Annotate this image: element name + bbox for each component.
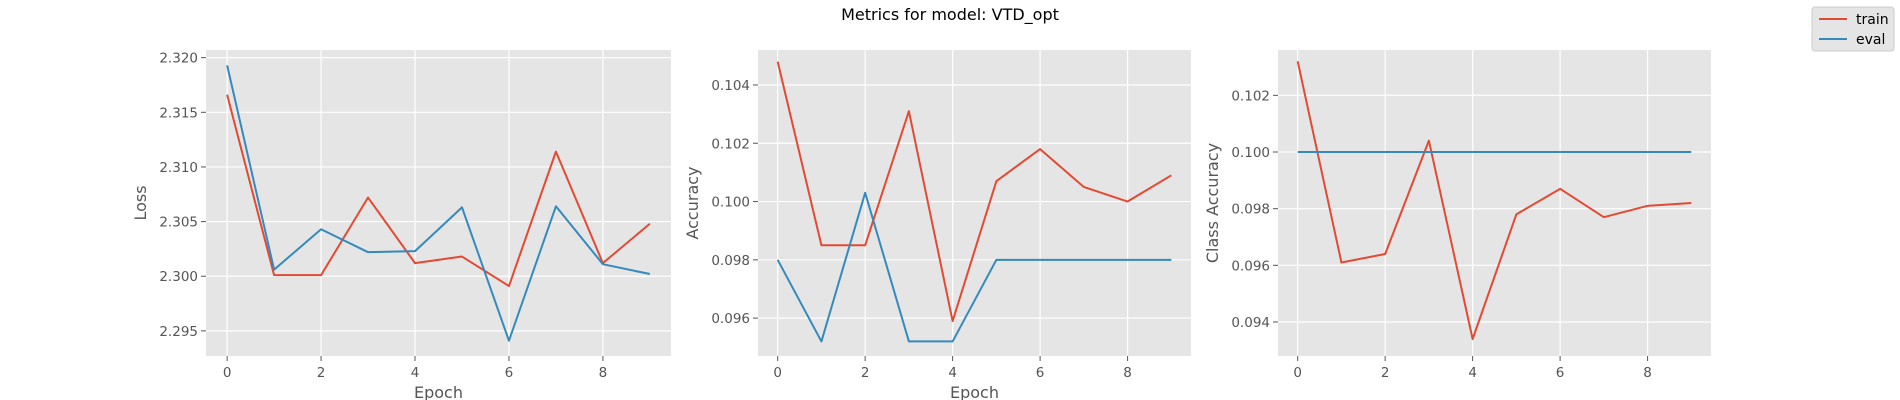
accuracy-x-tick-label: 6 [1036,365,1045,381]
accuracy-plot-area [758,50,1191,356]
loss-x-tick-label: 6 [505,365,514,381]
class-accuracy-subplot: 0 2 4 6 8 0.094 0.096 0.098 0.100 0.102 Class Accu… [1203,50,1711,381]
class-accuracy-x-tick-label: 0 [1293,365,1302,381]
accuracy-x-axis-label: Epoch [950,383,999,400]
figure-title: Metrics for model: VTD_opt [841,5,1059,25]
class-accuracy-y-axis-label: Class Accuracy [1203,143,1222,263]
class-accuracy-y-tick-label: 0.094 [1231,315,1270,331]
class-accuracy-y-tick-label: 0.100 [1231,145,1270,161]
class-accuracy-x-tick-label: 4 [1468,365,1477,381]
loss-plot-area [206,50,671,356]
accuracy-y-tick-label: 0.104 [711,78,750,94]
accuracy-y-tick-label: 0.100 [711,195,750,211]
class-accuracy-y-tick-label: 0.096 [1231,258,1270,274]
loss-x-axis-label: Epoch [414,383,463,400]
accuracy-y-tick-label: 0.102 [711,136,750,152]
accuracy-subplot: 0 2 4 6 8 0.096 0.098 0.100 0.102 0.104 Epoch Accur… [683,50,1191,400]
class-accuracy-x-tick-label: 2 [1381,365,1390,381]
accuracy-y-tick-label: 0.098 [711,253,750,269]
accuracy-x-tick-label: 2 [861,365,870,381]
loss-y-tick-label: 2.300 [159,269,198,285]
class-accuracy-x-tick-label: 8 [1643,365,1652,381]
loss-subplot: 0 2 4 6 8 2.295 2.300 2.305 2.310 2.315 2.320 Epoch… [131,50,671,400]
legend-train-label: train [1856,12,1889,28]
accuracy-y-tick-label: 0.096 [711,311,750,327]
class-accuracy-x-tick-label: 6 [1556,365,1565,381]
loss-y-tick-label: 2.320 [159,51,198,67]
legend-eval-label: eval [1856,32,1885,48]
accuracy-eval-line [776,191,1172,343]
accuracy-x-tick-label: 8 [1123,365,1132,381]
accuracy-x-tick-label: 4 [948,365,957,381]
loss-x-tick-label: 0 [223,365,232,381]
class-accuracy-y-tick-label: 0.098 [1231,202,1270,218]
loss-y-tick-label: 2.295 [159,324,198,340]
loss-x-tick-label: 4 [411,365,420,381]
legend: train eval [1811,6,1895,52]
loss-x-tick-label: 8 [599,365,608,381]
class-accuracy-plot-area [1278,50,1711,356]
accuracy-y-axis-label: Accuracy [683,166,702,239]
loss-y-tick-label: 2.305 [159,215,198,231]
loss-y-tick-label: 2.310 [159,160,198,176]
class-accuracy-train-line [1296,61,1692,340]
loss-y-tick-label: 2.315 [159,105,198,121]
class-accuracy-y-tick-label: 0.102 [1231,88,1270,104]
loss-train-line [226,94,651,288]
loss-y-axis-label: Loss [131,185,150,220]
loss-x-tick-label: 2 [317,365,326,381]
accuracy-train-line [776,61,1172,323]
accuracy-x-tick-label: 0 [773,365,782,381]
loss-eval-line [226,65,651,342]
